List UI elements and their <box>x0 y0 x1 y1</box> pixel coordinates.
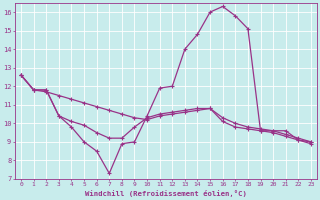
X-axis label: Windchill (Refroidissement éolien,°C): Windchill (Refroidissement éolien,°C) <box>85 190 247 197</box>
